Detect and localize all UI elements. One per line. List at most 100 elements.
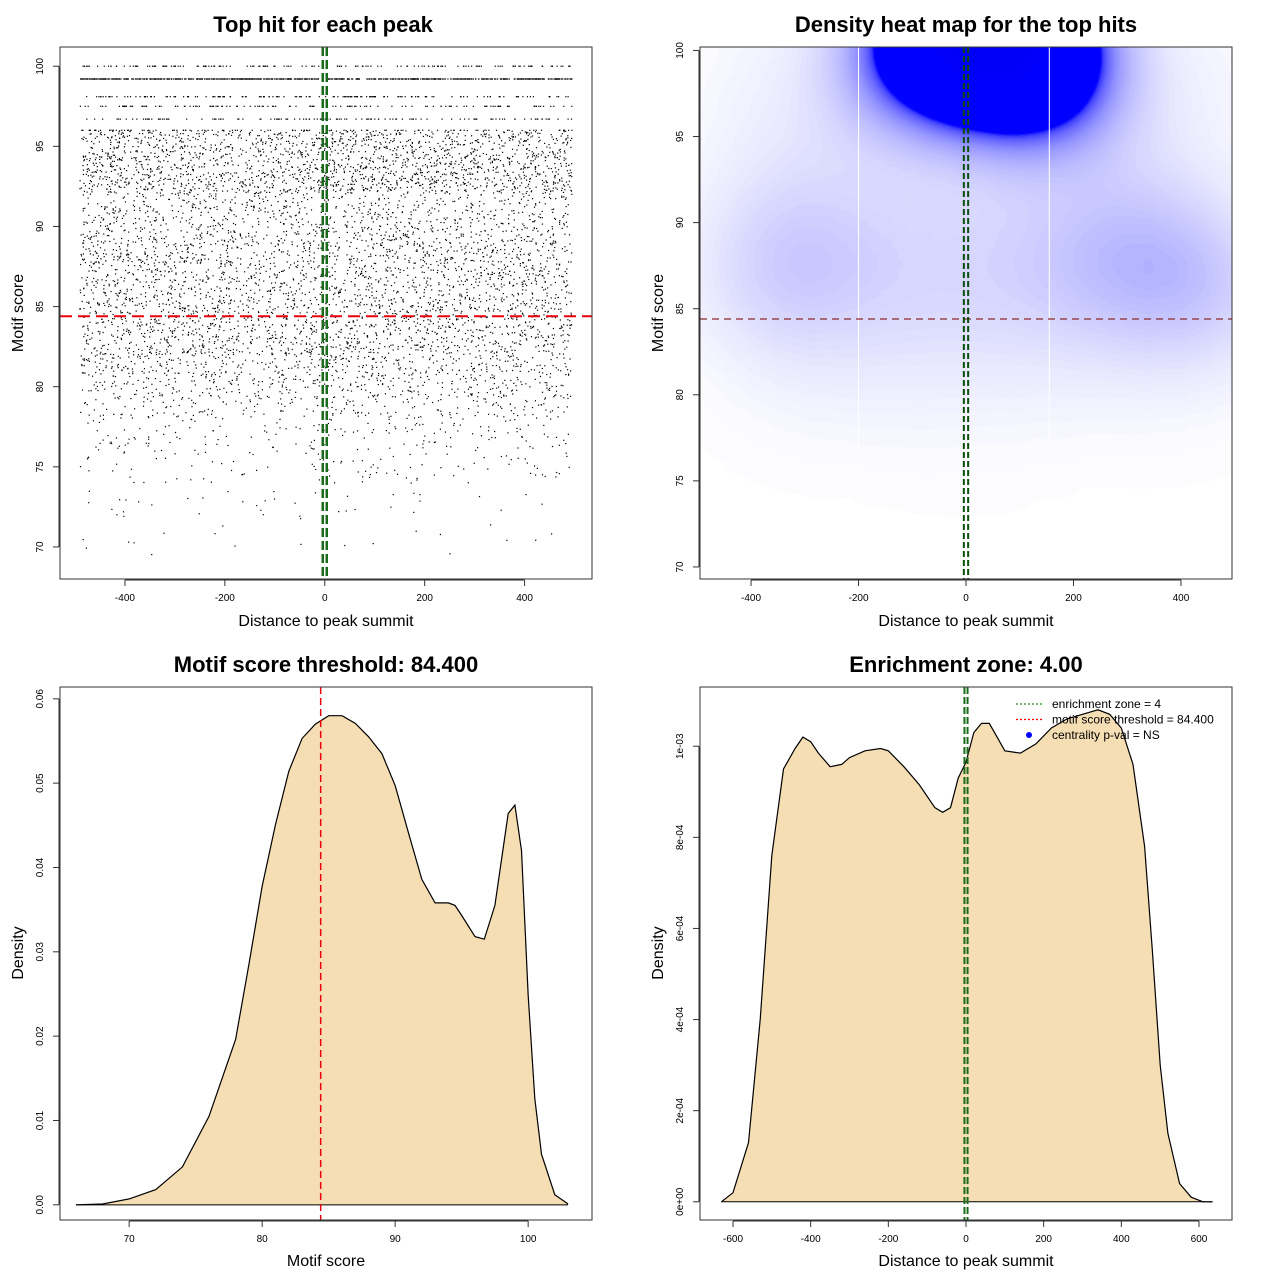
scatter-point: [487, 177, 489, 179]
scatter-point: [464, 274, 466, 276]
scatter-point: [286, 161, 288, 163]
scatter-point: [155, 217, 157, 219]
scatter-point: [220, 372, 222, 374]
scatter-point: [513, 210, 515, 212]
scatter-point: [553, 346, 555, 348]
scatter-point: [209, 380, 211, 382]
scatter-point: [338, 246, 340, 248]
scatter-point: [94, 216, 96, 218]
scatter-point: [427, 154, 429, 156]
scatter-point: [534, 378, 536, 380]
scatter-point: [245, 236, 247, 238]
scatter-point: [525, 192, 527, 194]
scatter-point: [114, 280, 116, 283]
scatter-point: [511, 307, 513, 309]
scatter-point: [408, 328, 410, 330]
scatter-point: [430, 186, 432, 188]
scatter-point: [486, 245, 488, 247]
scatter-point: [264, 321, 266, 323]
scatter-point: [399, 245, 401, 247]
scatter-point: [448, 152, 450, 154]
scatter-point: [494, 326, 496, 329]
scatter-point: [215, 334, 217, 336]
scatter-point: [416, 228, 418, 230]
scatter-point: [335, 369, 337, 371]
scatter-point: [164, 315, 167, 317]
scatter-point: [544, 398, 546, 400]
scatter-point: [475, 346, 477, 348]
scatter-point: [350, 150, 352, 153]
scatter-point: [182, 212, 184, 214]
scatter-point: [561, 275, 563, 277]
scatter-point: [178, 404, 180, 407]
scatter-point: [228, 132, 230, 135]
scatter-point: [264, 143, 267, 145]
scatter-point: [460, 246, 462, 248]
scatter-point: [129, 476, 131, 478]
scatter-point: [434, 441, 436, 443]
scatter-point: [553, 334, 556, 336]
scatter-point: [409, 386, 411, 388]
scatter-point: [424, 254, 426, 256]
scatter-point: [514, 243, 516, 245]
scatter-point: [310, 316, 312, 318]
scatter-point: [250, 205, 252, 207]
scatter-point: [451, 156, 453, 158]
scatter-point: [567, 135, 569, 137]
scatter-point: [182, 141, 184, 143]
scatter-point: [93, 348, 95, 350]
scatter-point: [410, 482, 412, 484]
scatter-point: [140, 142, 142, 145]
scatter-point: [470, 307, 472, 309]
scatter-point: [124, 143, 126, 145]
scatter-point: [301, 257, 303, 259]
scatter-point: [507, 157, 509, 159]
scatter-point: [360, 388, 363, 390]
scatter-point: [550, 297, 552, 299]
scatter-point: [484, 136, 487, 138]
scatter-point: [89, 231, 91, 233]
scatter-point: [138, 238, 140, 240]
scatter-point: [294, 365, 296, 367]
scatter-point: [142, 200, 144, 203]
scatter-point: [246, 280, 248, 282]
scatter-point: [529, 259, 531, 261]
scatter-point: [327, 385, 329, 387]
scatter-point: [372, 130, 374, 133]
scatter-point: [107, 320, 110, 322]
scatter-point: [313, 268, 316, 270]
scatter-point: [404, 339, 406, 341]
scatter-point: [425, 190, 427, 192]
scatter-point: [570, 301, 572, 303]
scatter-point: [309, 338, 311, 340]
scatter-point: [221, 223, 224, 226]
scatter-point: [117, 336, 119, 338]
scatter-point: [99, 133, 101, 135]
scatter-point: [396, 184, 398, 186]
scatter-point: [106, 225, 109, 227]
scatter-point: [236, 349, 238, 351]
scatter-point: [513, 295, 515, 297]
scatter-point: [192, 414, 194, 416]
scatter-point: [97, 261, 100, 263]
scatter-point: [445, 157, 447, 159]
scatter-point: [99, 162, 101, 164]
scatter-point: [192, 345, 194, 347]
scatter-point: [409, 139, 411, 141]
scatter-point: [305, 342, 307, 344]
scatter-point: [110, 180, 112, 182]
scatter-point: [535, 539, 537, 541]
scatter-point: [392, 377, 394, 379]
scatter-point: [108, 235, 110, 237]
scatter-point: [96, 136, 98, 138]
scatter-point: [200, 181, 202, 183]
scatter-point: [141, 166, 143, 168]
scatter-point: [152, 186, 154, 188]
scatter-point: [289, 286, 291, 288]
scatter-point: [513, 365, 515, 367]
scatter-point: [227, 230, 229, 232]
scatter-point: [266, 341, 268, 343]
scatter-point: [224, 344, 226, 346]
scatter-point: [523, 253, 525, 255]
scatter-point: [482, 130, 484, 133]
